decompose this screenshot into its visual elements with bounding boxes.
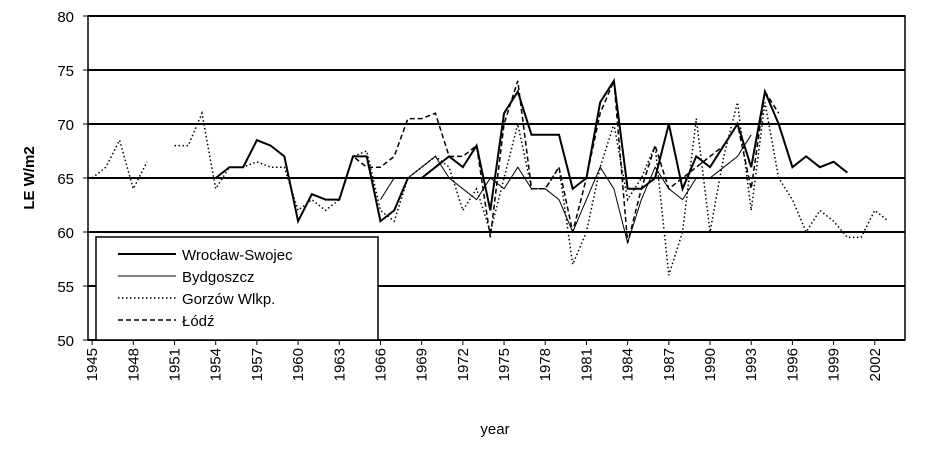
x-tick-label: 1966 [372,348,389,381]
x-tick-label: 1972 [455,348,472,381]
y-tick-label: 75 [57,63,74,80]
x-tick-label: 1978 [537,348,554,381]
legend-label: Łódź [182,313,215,330]
legend-label: Gorzów Wlkp. [182,291,275,308]
y-tick-label: 60 [57,225,74,242]
y-tick-label: 55 [57,279,74,296]
y-axis-label: LE W/m2 [21,146,38,209]
x-tick-label: 1984 [620,348,637,381]
x-tick-label: 1960 [290,348,307,381]
x-tick-label: 1981 [578,348,595,381]
y-tick-label: 80 [57,9,74,26]
x-tick-label: 1999 [826,348,843,381]
x-tick-label: 1963 [331,348,348,381]
y-tick-label: 70 [57,117,74,134]
legend-label: Wrocław-Swojec [182,247,293,264]
y-tick-label: 65 [57,171,74,188]
legend-label: Bydgoszcz [182,269,255,286]
y-tick-label: 50 [57,333,74,350]
series-line [215,77,848,225]
x-axis-label: year [480,421,509,438]
x-tick-label: 1951 [167,348,184,381]
x-tick-label: 1975 [496,348,513,381]
x-tick-label: 1990 [702,348,719,381]
x-tick-label: 1957 [249,348,266,381]
series-line [338,80,780,243]
x-tick-label: 2002 [867,348,884,381]
x-tick-label: 1948 [125,348,142,381]
x-tick-label: 1993 [743,348,760,381]
x-tick-label: 1954 [208,348,225,381]
x-tick-label: 1945 [84,348,101,381]
x-tick-label: 1969 [414,348,431,381]
x-tick-label: 1987 [661,348,678,381]
x-tick-label: 1996 [784,348,801,381]
